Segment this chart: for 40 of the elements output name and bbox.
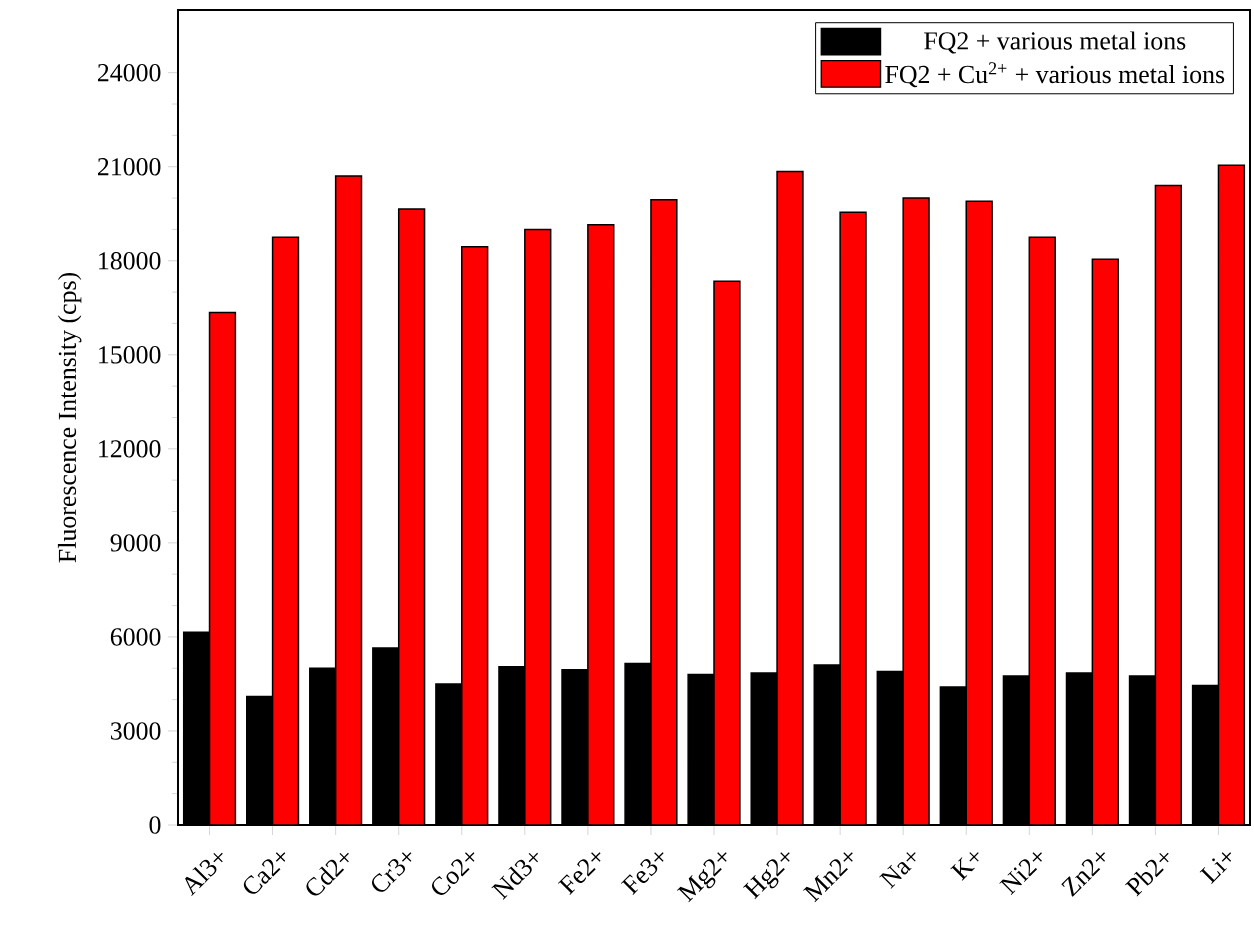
bar	[1217, 164, 1246, 825]
x-tick-label: Ca2+	[243, 852, 286, 894]
bar	[587, 223, 615, 825]
x-tick-label: Na+	[879, 852, 916, 889]
bar	[650, 198, 678, 825]
y-tick-label: 9000	[110, 534, 161, 552]
y-tick-label: 24000	[97, 63, 161, 82]
y-tick-label: 0	[149, 816, 161, 834]
x-tick-label: Li+	[1199, 852, 1232, 884]
bar	[965, 200, 993, 825]
legend-label: FQ2 + various metal ions	[924, 31, 1186, 54]
x-tick-label: Cr3+	[371, 852, 412, 892]
x-tick-label: Cd2+	[306, 852, 349, 896]
y-tick-label: 3000	[111, 722, 161, 740]
bar	[902, 197, 930, 825]
bar	[1028, 236, 1056, 825]
x-tick-label: Fe2+	[557, 852, 601, 895]
bar	[1154, 184, 1183, 825]
y-tick-label: 6000	[110, 628, 161, 646]
x-tick-label: Al3+	[185, 852, 223, 897]
bar	[461, 245, 489, 825]
x-tick-label: Fe3+	[620, 852, 664, 895]
bar	[271, 236, 300, 825]
bar	[713, 280, 741, 825]
y-tick-label: 12000	[99, 440, 161, 458]
x-tick-label: Ni2+	[999, 852, 1042, 896]
bar	[334, 175, 363, 825]
x-tick-label: K+	[950, 852, 979, 881]
y-tick-label: 18000	[99, 252, 161, 270]
bar	[397, 208, 426, 825]
y-tick-label: 21000	[97, 158, 161, 176]
bar	[208, 311, 237, 825]
legend-label: FQ2 + Cu$^{2+}$ + various metal ions	[885, 62, 1225, 88]
x-tick-label: Co2+	[432, 852, 475, 895]
bar	[839, 211, 867, 825]
bar	[1091, 258, 1119, 825]
y-tick-label: 15000	[99, 346, 161, 364]
bar	[776, 170, 804, 825]
bar	[524, 228, 552, 825]
y-axis-title: Fluorescence Intensity (cps)	[57, 272, 82, 563]
